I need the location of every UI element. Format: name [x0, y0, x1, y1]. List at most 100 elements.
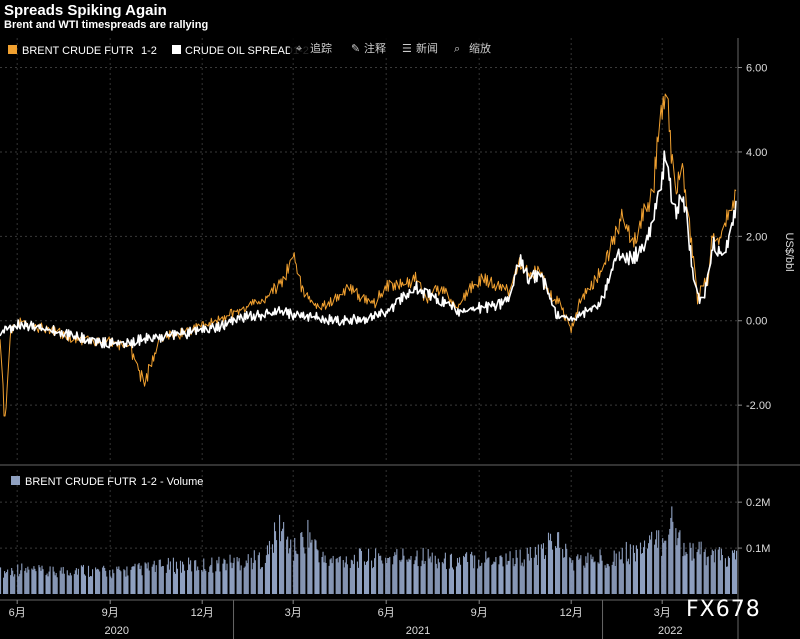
volume-bar [274, 531, 277, 594]
volume-bar [699, 554, 701, 594]
volume-bar [379, 555, 381, 594]
volume-bar [584, 567, 586, 594]
volume-bar [323, 562, 325, 594]
volume-bar [134, 563, 136, 594]
volume-bar [110, 576, 112, 594]
volume-bar [92, 569, 94, 594]
volume-bar [27, 566, 29, 594]
volume-bar [281, 531, 283, 594]
volume-bar [364, 564, 367, 594]
chart-title: Spreads Spiking Again [4, 2, 167, 19]
volume-bar [470, 554, 472, 594]
volume-bar [257, 555, 259, 594]
volume-bar [166, 564, 168, 594]
volume-bar [286, 539, 288, 594]
legend-suffix-volume: 1-2 - Volume [141, 476, 203, 488]
volume-bar [211, 557, 213, 594]
volume-bar [604, 565, 606, 594]
volume-bar [698, 541, 700, 594]
volume-bar [76, 574, 78, 594]
spread-lines [0, 93, 737, 417]
volume-bar [140, 565, 142, 594]
year-label: 2021 [406, 625, 430, 637]
volume-bar [82, 564, 84, 594]
volume-bar [550, 541, 553, 594]
volume-bar [45, 575, 47, 594]
volume-bar [512, 558, 514, 594]
volume-bar [330, 558, 332, 594]
volume-bar [60, 567, 62, 594]
volume-bar [513, 566, 515, 594]
volume-bar [514, 564, 516, 594]
y-tick-label: 6.00 [746, 63, 767, 75]
year-label: 2020 [105, 625, 129, 637]
volume-bar [402, 548, 404, 594]
volume-y-tick-label: 0.1M [746, 543, 770, 555]
volume-bar [613, 550, 615, 594]
volume-bar [549, 533, 552, 594]
volume-bar [189, 564, 191, 594]
volume-bar [375, 548, 377, 594]
volume-bar [392, 564, 394, 594]
volume-y-tick-label: 0.2M [746, 497, 770, 509]
volume-bar [28, 569, 30, 594]
volume-bar [562, 549, 564, 594]
volume-bar [294, 537, 296, 594]
volume-bar [661, 555, 663, 594]
legend-label-wti: CRUDE OIL SPREAD [185, 45, 293, 57]
volume-bar [519, 549, 521, 594]
volume-bar [254, 560, 256, 594]
volume-bar [243, 567, 245, 594]
volume-bar [612, 561, 614, 594]
volume-bar [6, 572, 8, 594]
volume-bar [576, 556, 578, 594]
volume-bar [245, 560, 247, 594]
track-icon: ⌖ [296, 42, 302, 55]
volume-bar [465, 553, 467, 594]
volume-bar [693, 558, 695, 594]
volume-bar [672, 521, 674, 594]
volume-bar [73, 574, 75, 594]
volume-bar [691, 560, 693, 594]
volume-bar [679, 530, 681, 594]
toolbar-item-zoom[interactable]: ⌕ 缩放 [454, 41, 491, 55]
volume-bar [424, 561, 426, 594]
volume-bar [442, 563, 444, 594]
volume-bar [523, 559, 525, 594]
volume-bar [605, 567, 607, 594]
volume-bar [406, 559, 408, 594]
volume-bar [649, 535, 651, 594]
volume-bar [429, 556, 431, 594]
volume-bar [272, 552, 275, 594]
volume-bar [619, 559, 621, 594]
toolbar-item-news[interactable]: ☰ 新闻 [402, 41, 438, 55]
toolbar-item-track[interactable]: ⌖ 追踪 [296, 41, 332, 55]
volume-bar [259, 569, 261, 594]
volume-bar [421, 560, 423, 594]
volume-bar [315, 540, 317, 594]
volume-bar [484, 562, 486, 594]
volume-bar [125, 576, 127, 594]
volume-bar [558, 532, 560, 594]
volume-bar [229, 554, 231, 594]
legend-label-volume: BRENT CRUDE FUTR [25, 476, 137, 488]
toolbar-item-annotate[interactable]: ✎ 注释 [351, 41, 386, 55]
volume-bar [138, 562, 140, 594]
volume-bar [636, 548, 638, 594]
volume-bar [388, 558, 390, 594]
volume-bar [198, 570, 200, 594]
legend-swatch-brent [8, 45, 17, 54]
volume-bar [225, 570, 227, 594]
volume-bar [240, 565, 242, 594]
volume-bar [151, 566, 153, 594]
volume-bar [410, 555, 412, 594]
volume-bar [282, 528, 284, 594]
volume-bar [132, 566, 134, 594]
volume-bar [573, 570, 575, 594]
volume-bar [472, 555, 474, 594]
volume-bar [547, 532, 550, 594]
volume-bar [130, 569, 132, 594]
toolbar-label-news: 新闻 [416, 41, 438, 55]
volume-bar [98, 569, 100, 594]
